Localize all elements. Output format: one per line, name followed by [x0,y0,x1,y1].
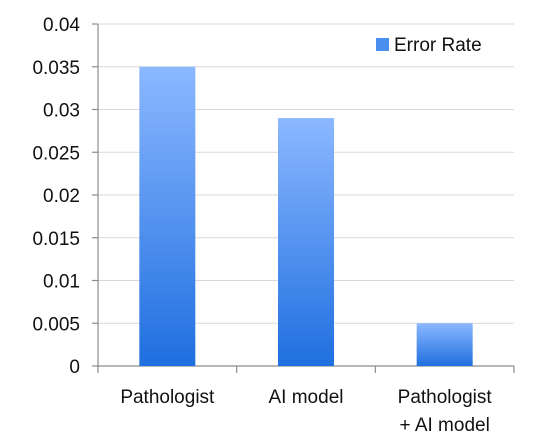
y-tick-label: 0.005 [32,314,80,335]
legend-label-error-rate: Error Rate [394,35,482,56]
x-category-label: Pathologist [120,387,215,408]
bar-1 [139,66,196,366]
y-tick-label: 0.02 [43,186,80,207]
y-tick-label: 0 [69,357,80,378]
y-tick-label: 0.025 [32,143,80,164]
x-category-labels: Pathologist AI model Pathologist + AI model [120,387,492,436]
y-tick-label: 0.015 [32,229,80,250]
legend-swatch-error-rate [376,38,389,51]
bar-3 [416,323,473,366]
y-tick-label: 0.035 [32,58,80,79]
legend: Error Rate [376,35,482,56]
y-tick-label: 0.04 [43,15,80,36]
bar-2 [278,118,334,366]
y-tick-label: 0.01 [43,272,80,293]
x-category-label: AI model [269,387,344,408]
bars [139,66,473,366]
x-category-label: Pathologist + AI model [398,387,493,436]
y-tick-labels: 0 0.005 0.01 0.015 0.02 0.025 0.03 0.035 0.04 [32,15,98,378]
y-tick-label: 0.03 [43,101,80,122]
